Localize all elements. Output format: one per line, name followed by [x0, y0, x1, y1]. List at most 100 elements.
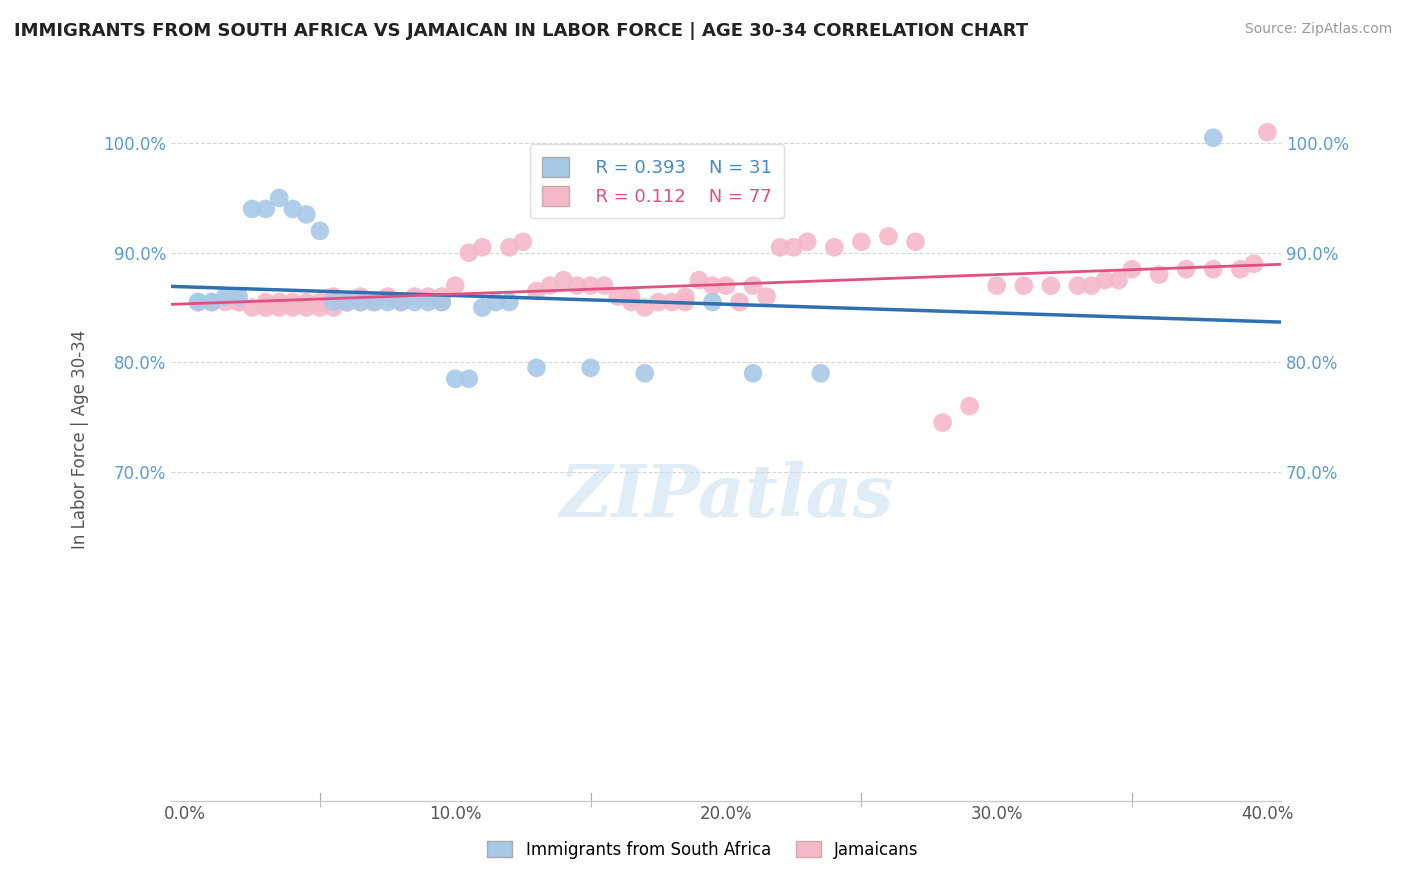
Point	[579, 278, 602, 293]
Point	[471, 301, 494, 315]
Point	[214, 295, 236, 310]
Point	[322, 289, 344, 303]
Point	[187, 295, 209, 310]
Point	[269, 295, 291, 310]
Point	[606, 289, 628, 303]
Point	[349, 295, 371, 310]
Point	[228, 295, 250, 310]
Point	[295, 295, 318, 310]
Point	[349, 295, 371, 310]
Point	[336, 295, 359, 310]
Point	[931, 416, 953, 430]
Point	[634, 301, 657, 315]
Text: Source: ZipAtlas.com: Source: ZipAtlas.com	[1244, 22, 1392, 37]
Point	[796, 235, 818, 249]
Point	[389, 295, 412, 310]
Point	[647, 295, 669, 310]
Point	[349, 289, 371, 303]
Point	[214, 289, 236, 303]
Point	[200, 295, 222, 310]
Point	[1256, 125, 1278, 139]
Point	[336, 295, 359, 310]
Point	[240, 301, 263, 315]
Point	[851, 235, 873, 249]
Point	[444, 278, 467, 293]
Point	[269, 191, 291, 205]
Legend: Immigrants from South Africa, Jamaicans: Immigrants from South Africa, Jamaicans	[481, 835, 925, 866]
Point	[728, 295, 751, 310]
Point	[782, 240, 804, 254]
Point	[673, 295, 696, 310]
Point	[986, 278, 1008, 293]
Point	[714, 278, 737, 293]
Point	[404, 295, 426, 310]
Point	[295, 301, 318, 315]
Point	[553, 273, 575, 287]
Point	[742, 366, 765, 380]
Point	[240, 202, 263, 216]
Point	[498, 240, 520, 254]
Point	[1012, 278, 1035, 293]
Point	[254, 202, 277, 216]
Point	[200, 295, 222, 310]
Point	[1147, 268, 1170, 282]
Point	[1108, 273, 1130, 287]
Point	[187, 295, 209, 310]
Point	[322, 301, 344, 315]
Point	[1202, 262, 1225, 277]
Point	[281, 202, 304, 216]
Point	[254, 295, 277, 310]
Point	[363, 295, 385, 310]
Point	[471, 240, 494, 254]
Point	[538, 278, 561, 293]
Point	[1067, 278, 1090, 293]
Point	[673, 289, 696, 303]
Point	[457, 372, 479, 386]
Point	[512, 235, 534, 249]
Point	[228, 289, 250, 303]
Point	[457, 245, 479, 260]
Point	[295, 207, 318, 221]
Point	[688, 273, 710, 287]
Point	[377, 289, 399, 303]
Point	[377, 295, 399, 310]
Point	[1202, 130, 1225, 145]
Point	[661, 295, 683, 310]
Point	[498, 295, 520, 310]
Point	[620, 289, 643, 303]
Point	[363, 295, 385, 310]
Point	[281, 295, 304, 310]
Point	[444, 372, 467, 386]
Legend:   R = 0.393    N = 31,   R = 0.112    N = 77: R = 0.393 N = 31, R = 0.112 N = 77	[530, 145, 785, 219]
Point	[1121, 262, 1143, 277]
Point	[269, 301, 291, 315]
Point	[309, 295, 332, 310]
Point	[485, 295, 508, 310]
Point	[526, 360, 548, 375]
Point	[742, 278, 765, 293]
Text: ZIPatlas: ZIPatlas	[560, 461, 893, 533]
Point	[228, 295, 250, 310]
Point	[1229, 262, 1251, 277]
Point	[702, 295, 724, 310]
Point	[526, 284, 548, 298]
Point	[593, 278, 616, 293]
Point	[755, 289, 778, 303]
Point	[430, 289, 453, 303]
Point	[281, 301, 304, 315]
Point	[1039, 278, 1062, 293]
Point	[1175, 262, 1198, 277]
Point	[634, 366, 657, 380]
Point	[336, 295, 359, 310]
Point	[1243, 257, 1265, 271]
Point	[389, 295, 412, 310]
Text: IMMIGRANTS FROM SOUTH AFRICA VS JAMAICAN IN LABOR FORCE | AGE 30-34 CORRELATION : IMMIGRANTS FROM SOUTH AFRICA VS JAMAICAN…	[14, 22, 1028, 40]
Point	[309, 224, 332, 238]
Point	[1080, 278, 1102, 293]
Point	[404, 289, 426, 303]
Point	[430, 295, 453, 310]
Point	[823, 240, 845, 254]
Point	[579, 360, 602, 375]
Point	[769, 240, 792, 254]
Y-axis label: In Labor Force | Age 30-34: In Labor Force | Age 30-34	[72, 329, 89, 549]
